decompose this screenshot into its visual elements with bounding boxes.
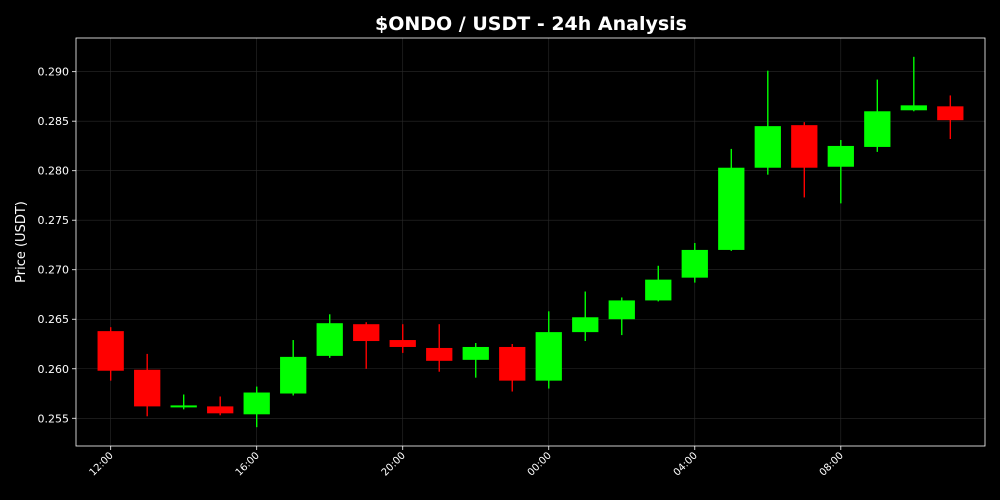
candle bbox=[280, 340, 307, 396]
candle bbox=[426, 324, 453, 372]
candle bbox=[243, 386, 270, 428]
y-tick-label: 0.270 bbox=[38, 264, 70, 277]
candle bbox=[207, 396, 234, 416]
candle-body bbox=[864, 111, 891, 147]
candle bbox=[462, 343, 489, 378]
candle bbox=[827, 140, 854, 204]
candle-body bbox=[134, 369, 161, 407]
plot-frame bbox=[75, 37, 986, 447]
candle-body bbox=[207, 406, 234, 414]
y-tick-label: 0.275 bbox=[38, 214, 70, 227]
candle bbox=[718, 148, 745, 251]
candle bbox=[389, 324, 416, 353]
candle bbox=[645, 265, 672, 302]
candle-body bbox=[389, 340, 416, 347]
candle bbox=[608, 297, 635, 336]
x-tick-label: 20:00 bbox=[380, 450, 408, 478]
candle-body bbox=[426, 347, 453, 361]
y-axis-label: Price (USDT) bbox=[14, 201, 29, 283]
candle-body bbox=[681, 249, 708, 278]
x-tick-label: 04:00 bbox=[672, 450, 700, 478]
x-tick-label: 12:00 bbox=[88, 450, 116, 478]
y-tick-label: 0.260 bbox=[38, 363, 70, 376]
y-tick-label: 0.280 bbox=[38, 165, 70, 178]
chart-title: $ONDO / USDT - 24h Analysis bbox=[375, 13, 687, 35]
candle-body bbox=[572, 317, 599, 333]
candle bbox=[134, 353, 161, 417]
candle-body bbox=[462, 346, 489, 360]
x-tick-label: 16:00 bbox=[234, 450, 262, 478]
candle bbox=[353, 322, 380, 369]
candle bbox=[864, 79, 891, 152]
candle-body bbox=[645, 279, 672, 301]
candle-body bbox=[791, 125, 818, 168]
grid-layer bbox=[76, 38, 985, 446]
candle-body bbox=[353, 324, 380, 342]
y-tick-label: 0.285 bbox=[38, 115, 70, 128]
candle bbox=[316, 314, 343, 358]
y-tick-label: 0.290 bbox=[38, 66, 70, 79]
candle-body bbox=[97, 331, 124, 371]
x-tick-label: 00:00 bbox=[526, 450, 554, 478]
y-axis: 0.255 0.260 0.265 0.270 0.275 0.280 0.285 0.290 bbox=[38, 66, 76, 425]
x-tick-label: 08:00 bbox=[818, 450, 846, 478]
x-axis: 12:00 16:00 20:00 00:00 04:00 08:00 bbox=[88, 446, 846, 479]
candle-body bbox=[535, 332, 562, 381]
candle bbox=[499, 344, 526, 392]
candle-body bbox=[280, 356, 307, 394]
candle-body bbox=[316, 323, 343, 356]
candle-body bbox=[718, 167, 745, 250]
y-tick-label: 0.265 bbox=[38, 313, 70, 326]
candle bbox=[572, 291, 599, 342]
candle bbox=[170, 394, 197, 410]
candle-body bbox=[754, 126, 781, 168]
candle-body bbox=[608, 300, 635, 320]
candle bbox=[791, 122, 818, 198]
candle-layer bbox=[97, 56, 964, 428]
candle bbox=[900, 56, 927, 112]
candle bbox=[681, 242, 708, 283]
candle bbox=[754, 70, 781, 175]
candle bbox=[535, 311, 562, 389]
y-tick-label: 0.255 bbox=[38, 412, 70, 425]
candle-body bbox=[827, 145, 854, 167]
candle-body bbox=[499, 346, 526, 381]
candle-body bbox=[243, 392, 270, 415]
candle-body bbox=[900, 105, 927, 111]
candle-body bbox=[170, 405, 197, 408]
candle-body bbox=[937, 106, 964, 121]
candle bbox=[97, 327, 124, 381]
candle bbox=[937, 95, 964, 140]
